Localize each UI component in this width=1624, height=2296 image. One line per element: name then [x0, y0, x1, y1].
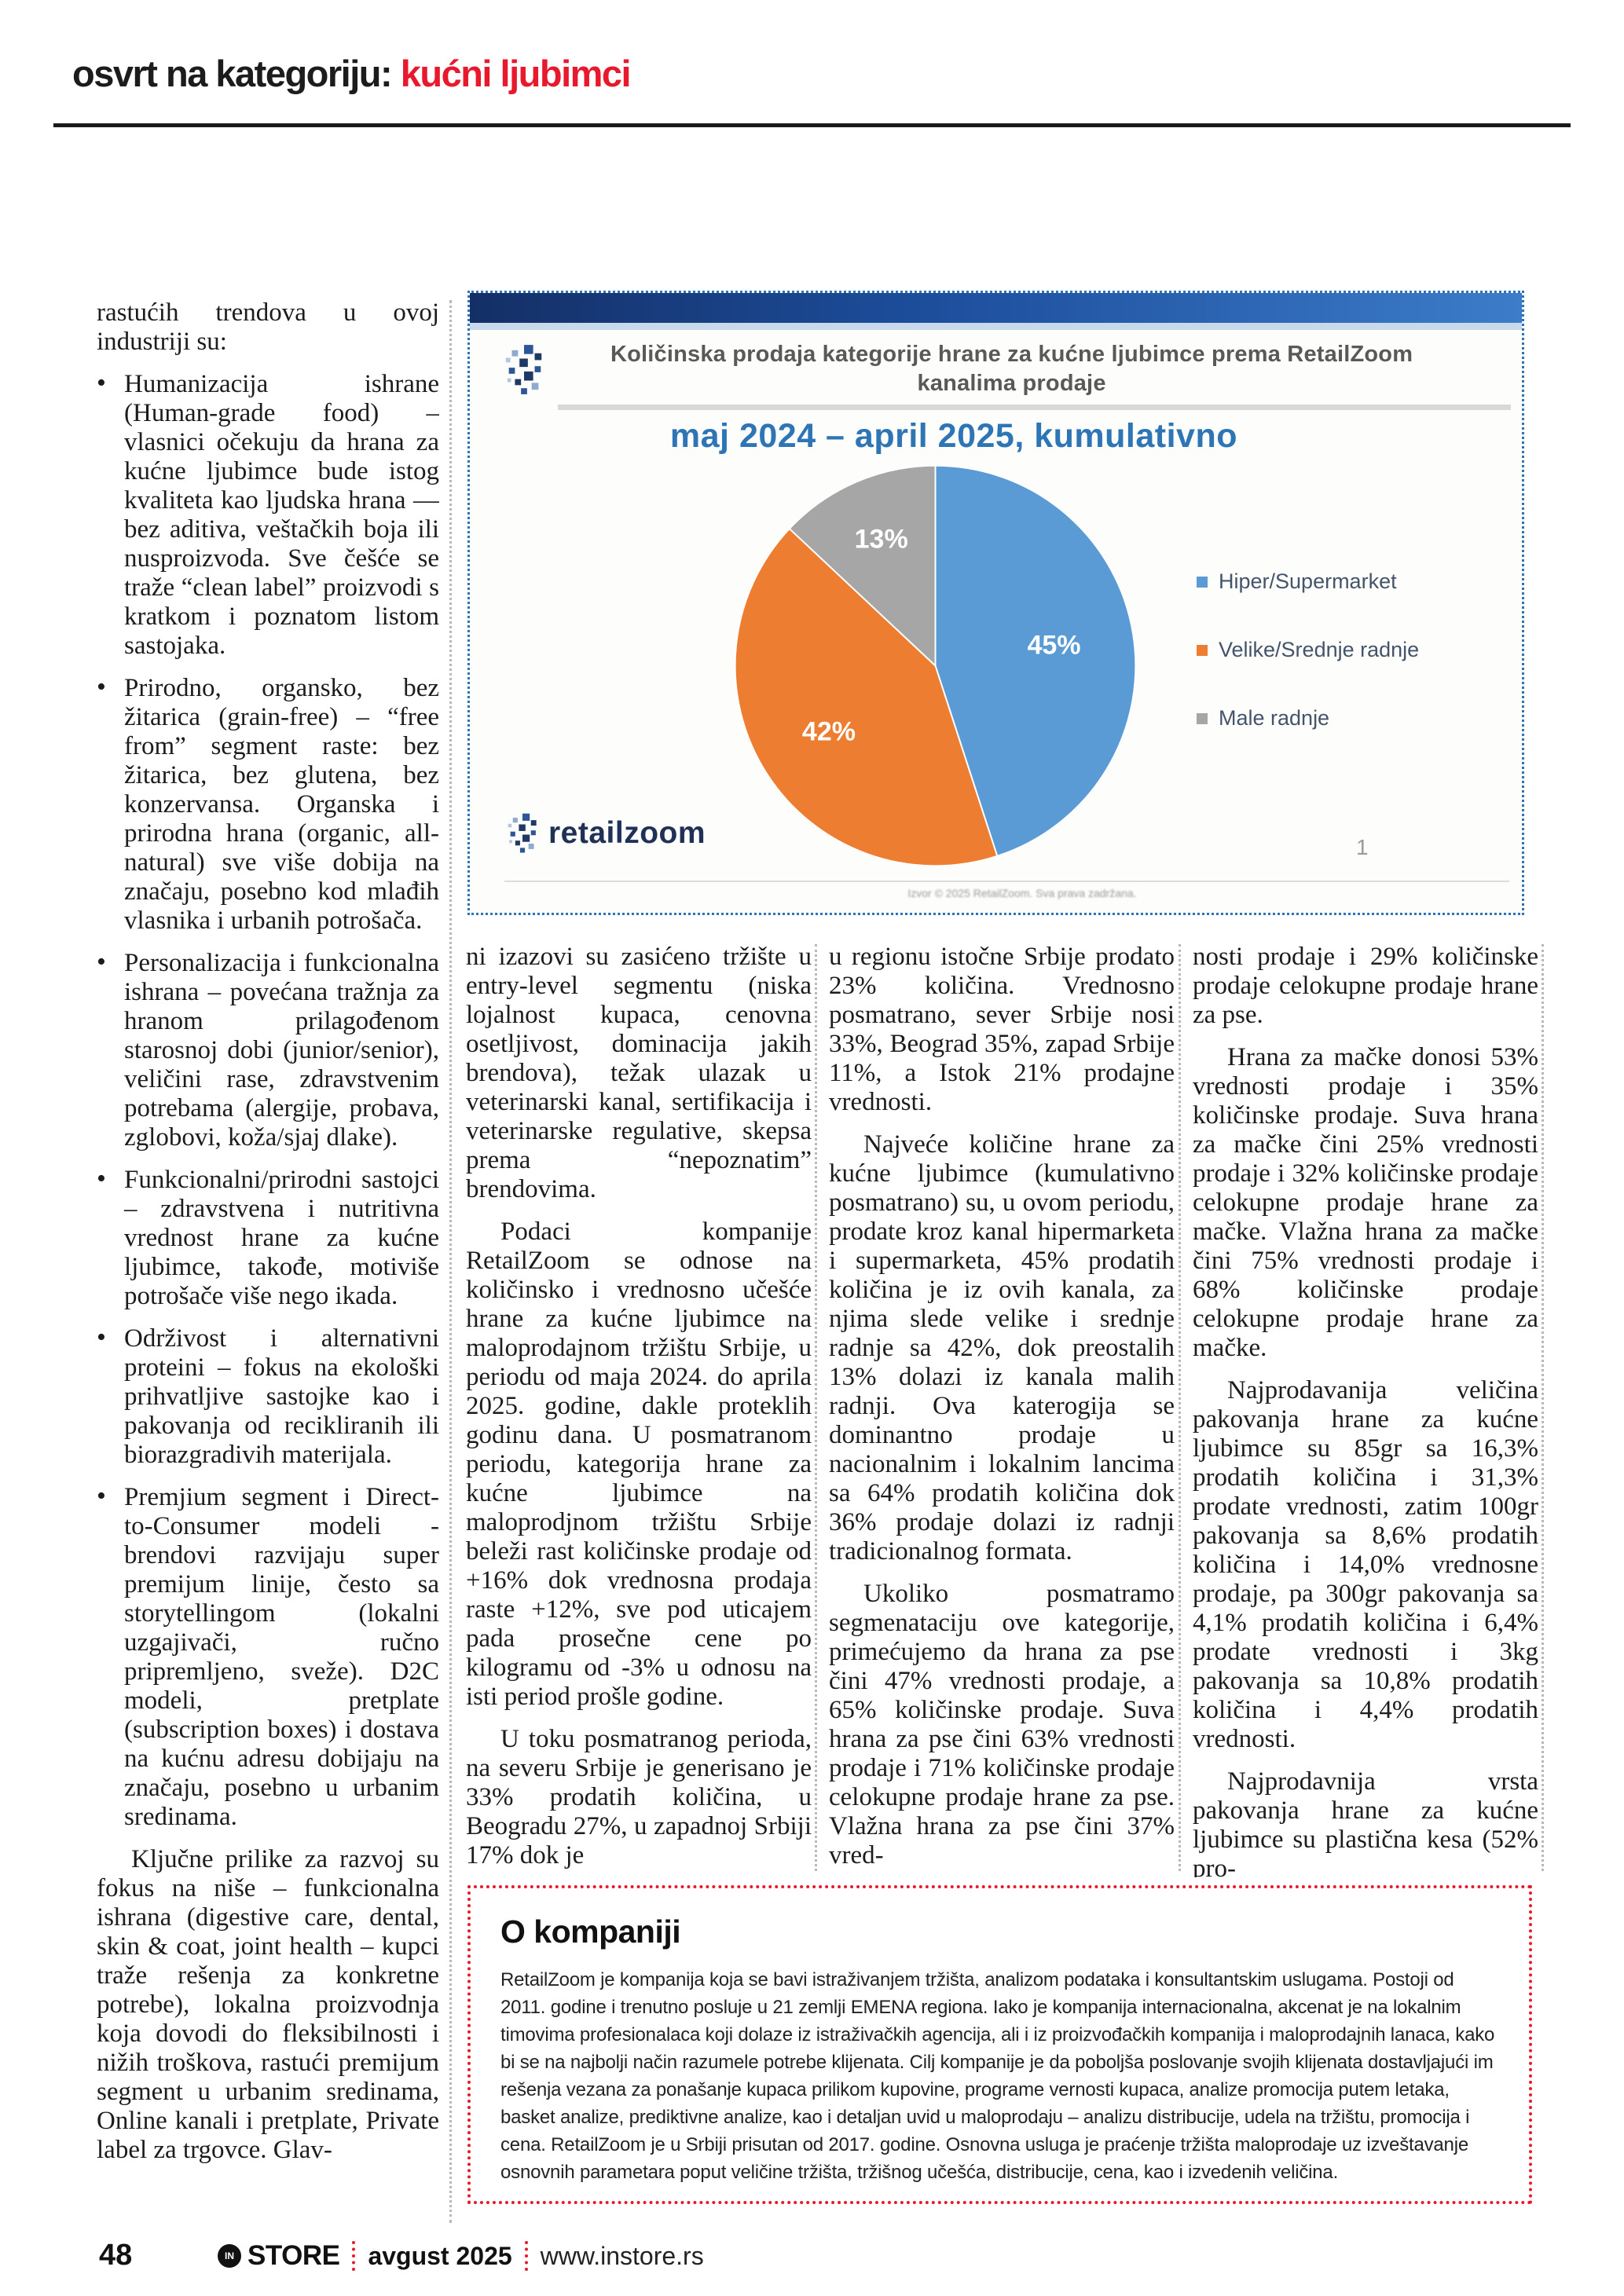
- bullet-marker: •: [97, 1164, 106, 1193]
- page-footer: 48 IN STORE avgust 2025 www.instore.rs: [0, 2237, 1624, 2284]
- magazine-name: STORE: [247, 2240, 340, 2271]
- retailzoom-logo-text: retailzoom: [548, 816, 706, 850]
- column-3: u regionu istočne Srbije prodato 23% kol…: [829, 943, 1175, 1877]
- paragraph-text: rastućih trendova u ovoj industriji su:: [97, 298, 439, 356]
- footer-brand-row: IN STORE avgust 2025 www.instore.rs: [218, 2237, 704, 2275]
- paragraph-text: Premjium segment i Direct-to-Consumer mo…: [124, 1483, 439, 1831]
- paragraph-text: ni izazovi su zasićeno tržište u entry-l…: [466, 943, 812, 1203]
- bullet-marker: •: [97, 1481, 106, 1511]
- paragraph-text: Održivost i alternativni proteini – foku…: [124, 1324, 439, 1469]
- bullet-marker: •: [97, 368, 106, 397]
- pie-slice-3: [788, 464, 937, 668]
- about-company-body: RetailZoom je kompanija koja se bavi ist…: [500, 1969, 1495, 2183]
- slide-page-number: 1: [1356, 835, 1369, 859]
- paragraph: Najprodavnija vrsta pakovanja hrane za k…: [1193, 1767, 1538, 1877]
- paragraph: U toku posmatranog perioda, na severu Sr…: [466, 1725, 812, 1870]
- pie-value-label: 13%: [855, 525, 908, 555]
- paragraph-text: Najprodavanija veličina pakovanja hrane …: [1193, 1376, 1538, 1753]
- paragraph-text: Prirodno, organsko, bez žitarica (grain-…: [124, 674, 439, 935]
- legend-swatch: [1197, 576, 1208, 588]
- paragraph-text: Podaci kompanije RetailZoom se odnose na…: [466, 1218, 812, 1711]
- legend-swatch: [1197, 712, 1208, 724]
- chart-title: Količinska prodaja kategorije hrane za k…: [610, 342, 1413, 396]
- bullet-marker: •: [97, 672, 106, 701]
- paragraph: Ukoliko posmatramo segmenataciju ove kat…: [829, 1580, 1175, 1870]
- pie-slice-1: [934, 464, 1137, 858]
- chart-legend: Hiper/Supermarket Velike/Srednje radnje Ma…: [1197, 569, 1419, 774]
- page-title-highlight: kućni ljubimci: [400, 53, 632, 94]
- legend-label: Velike/Srednje radnje: [1219, 638, 1420, 661]
- paragraph: Najveće količine hrane za kućne ljubimce…: [829, 1130, 1175, 1566]
- paragraph: • Prirodno, organsko, bez žitarica (grain…: [97, 672, 439, 936]
- chart-subtitle: maj 2024 – april 2025, kumulativno: [669, 417, 1237, 455]
- chart-footer-line: [504, 881, 1509, 882]
- column-separator: [1542, 944, 1544, 1871]
- chart-header-bar-strip: [470, 323, 1522, 330]
- retailzoom-logo-icon: [508, 813, 537, 853]
- paragraph: nosti prodaje i 29% količinske prodaje c…: [1193, 943, 1538, 1030]
- paragraph-text: Funkcionalni/prirodni sastojci – zdravst…: [124, 1166, 439, 1310]
- website-url: www.instore.rs: [540, 2241, 704, 2270]
- paragraph: u regionu istočne Srbije prodato 23% kol…: [829, 943, 1175, 1117]
- paragraph-text: Ukoliko posmatramo segmenataciju ove kat…: [829, 1580, 1175, 1869]
- paragraph-text: Ključne prilike za razvoj su fokus na ni…: [97, 1845, 439, 2164]
- paragraph: Podaci kompanije RetailZoom se odnose na…: [466, 1218, 812, 1712]
- column-separator: [815, 944, 817, 1871]
- chart-title-divider: [558, 405, 1511, 410]
- header-rule: [53, 123, 1571, 127]
- paragraph: • Premjium segment i Direct-to-Consumer m…: [97, 1481, 439, 1832]
- bullet-marker: •: [97, 1323, 106, 1352]
- paragraph: • Održivost i alternativni proteini – fok…: [97, 1323, 439, 1470]
- legend-label: Hiper/Supermarket: [1219, 569, 1397, 593]
- issue-date: avgust 2025: [368, 2241, 512, 2270]
- paragraph: • Funkcionalni/prirodni sastojci – zdravs…: [97, 1164, 439, 1311]
- legend-item: Velike/Srednje radnje: [1197, 638, 1419, 662]
- paragraph-text: U toku posmatranog perioda, na severu Sr…: [466, 1725, 812, 1869]
- about-company-title: O kompaniji: [500, 1913, 681, 1950]
- retailzoom-icon: [505, 345, 542, 394]
- column-2: ni izazovi su zasićeno tržište u entry-l…: [466, 943, 812, 1877]
- paragraph-text: Najveće količine hrane za kućne ljubimce…: [829, 1130, 1175, 1565]
- chart-header-bar: [470, 293, 1522, 323]
- bullet-marker: •: [97, 947, 106, 976]
- legend-swatch: [1197, 644, 1208, 656]
- paragraph: • Personalizacija i funkcionalna ishrana …: [97, 947, 439, 1152]
- pie-value-label: 42%: [802, 716, 856, 746]
- paragraph: Hrana za mačke donosi 53% vrednosti prod…: [1193, 1043, 1538, 1363]
- column-1: rastućih trendova u ovoj industriji su: •…: [97, 298, 439, 2232]
- page-title-prefix: osvrt na kategoriju:: [72, 53, 401, 94]
- page-number: 48: [99, 2239, 133, 2272]
- paragraph: ni izazovi su zasićeno tržište u entry-l…: [466, 943, 812, 1204]
- pie-chart: 45% 42% 13%: [734, 464, 1137, 867]
- column-4: nosti prodaje i 29% količinske prodaje c…: [1193, 943, 1538, 1877]
- paragraph-text: nosti prodaje i 29% količinske prodaje c…: [1193, 943, 1538, 1029]
- paragraph-text: Humanizacija ishrane (Human-grade food) …: [124, 370, 439, 660]
- column-separator: [449, 300, 452, 2223]
- paragraph: • Humanizacija ishrane (Human-grade food)…: [97, 368, 439, 661]
- footer-separator: [524, 2241, 528, 2271]
- column-separator: [1179, 944, 1181, 1871]
- about-company-box: O kompaniji RetailZoom je kompanija koja…: [467, 1885, 1532, 2204]
- legend-item: Hiper/Supermarket: [1197, 569, 1419, 594]
- pie-slice-2: [734, 527, 999, 867]
- paragraph-text: Personalizacija i funkcionalna ishrana –…: [124, 949, 439, 1152]
- paragraph-text: u regionu istočne Srbije prodato 23% kol…: [829, 943, 1175, 1116]
- paragraph-text: Najprodavnija vrsta pakovanja hrane za k…: [1193, 1767, 1538, 1877]
- source-note: Izvor © 2025 RetailZoom. Sva prava zadrž…: [907, 887, 1137, 899]
- page-title: osvrt na kategoriju: kućni ljubimci: [72, 52, 632, 95]
- paragraph-text: Hrana za mačke donosi 53% vrednosti prod…: [1193, 1043, 1538, 1362]
- instore-logo-icon: IN: [218, 2244, 241, 2268]
- paragraph: Najprodavanija veličina pakovanja hrane …: [1193, 1376, 1538, 1754]
- footer-separator: [352, 2241, 356, 2271]
- legend-label: Male radnje: [1219, 706, 1330, 730]
- paragraph: Ključne prilike za razvoj su fokus na ni…: [97, 1845, 439, 2165]
- retailzoom-logo: retailzoom: [504, 813, 706, 854]
- chart-panel: Količinska prodaja kategorije hrane za k…: [467, 291, 1524, 915]
- legend-item: Male radnje: [1197, 706, 1419, 731]
- paragraph: rastućih trendova u ovoj industriji su:: [97, 298, 439, 357]
- pie-value-label: 45%: [1027, 631, 1080, 661]
